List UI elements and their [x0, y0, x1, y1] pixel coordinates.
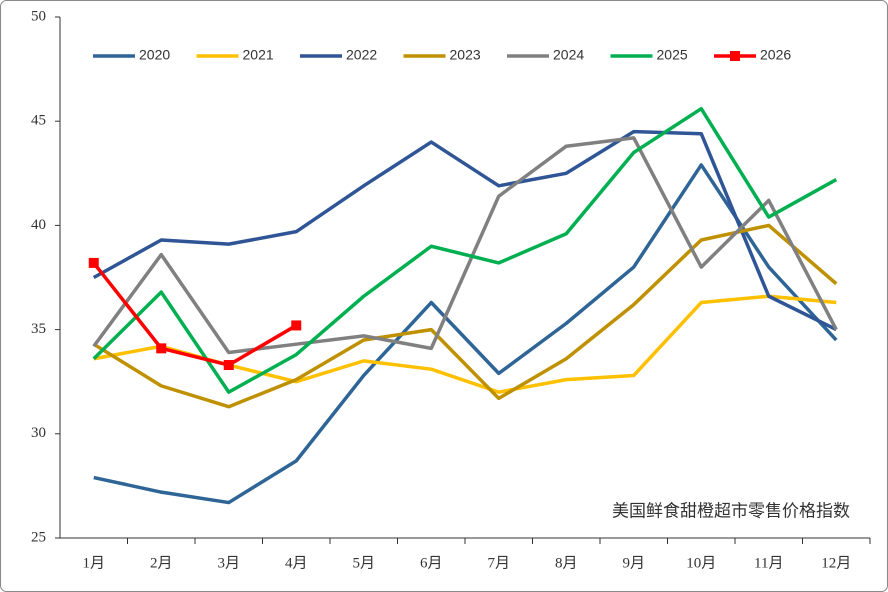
annotation: 美国鲜食甜橙超市零售价格指数 [612, 501, 850, 520]
x-tick-label: 5月 [352, 555, 375, 571]
legend-label: 2021 [243, 47, 274, 63]
y-tick-label: 30 [31, 425, 46, 441]
series-line [92, 223, 838, 409]
legend-label: 2022 [346, 47, 377, 63]
x-tick-label: 10月 [686, 555, 716, 571]
point-marker [291, 320, 302, 331]
legend-label: 2026 [760, 47, 791, 63]
series-line [92, 261, 298, 367]
y-tick-label: 25 [31, 529, 46, 545]
series-line [92, 136, 838, 355]
x-tick-label: 2月 [150, 555, 173, 571]
x-tick-label: 1月 [82, 555, 105, 571]
legend-label: 2023 [450, 47, 481, 63]
x-tick-label: 11月 [754, 555, 783, 571]
point-marker [88, 257, 99, 268]
point-marker [223, 360, 234, 371]
y-tick-label: 50 [31, 8, 46, 24]
x-tick-label: 8月 [555, 555, 578, 571]
series-line [92, 106, 838, 394]
x-tick-label: 6月 [420, 555, 443, 571]
legend-label: 2020 [139, 47, 170, 63]
legend-label: 2024 [553, 47, 584, 63]
y-tick-label: 35 [31, 321, 46, 337]
y-tick-label: 45 [31, 113, 46, 129]
legend-label: 2025 [657, 47, 688, 63]
legend-marker [730, 51, 740, 61]
x-tick-label: 3月 [217, 555, 240, 571]
series-line [93, 163, 838, 505]
point-marker [156, 343, 167, 354]
y-tick-label: 40 [31, 217, 46, 233]
x-tick-label: 7月 [487, 555, 510, 571]
x-tick-label: 9月 [622, 555, 645, 571]
series-line [92, 129, 838, 332]
x-tick-label: 12月 [821, 555, 851, 571]
x-tick-label: 4月 [285, 555, 308, 571]
